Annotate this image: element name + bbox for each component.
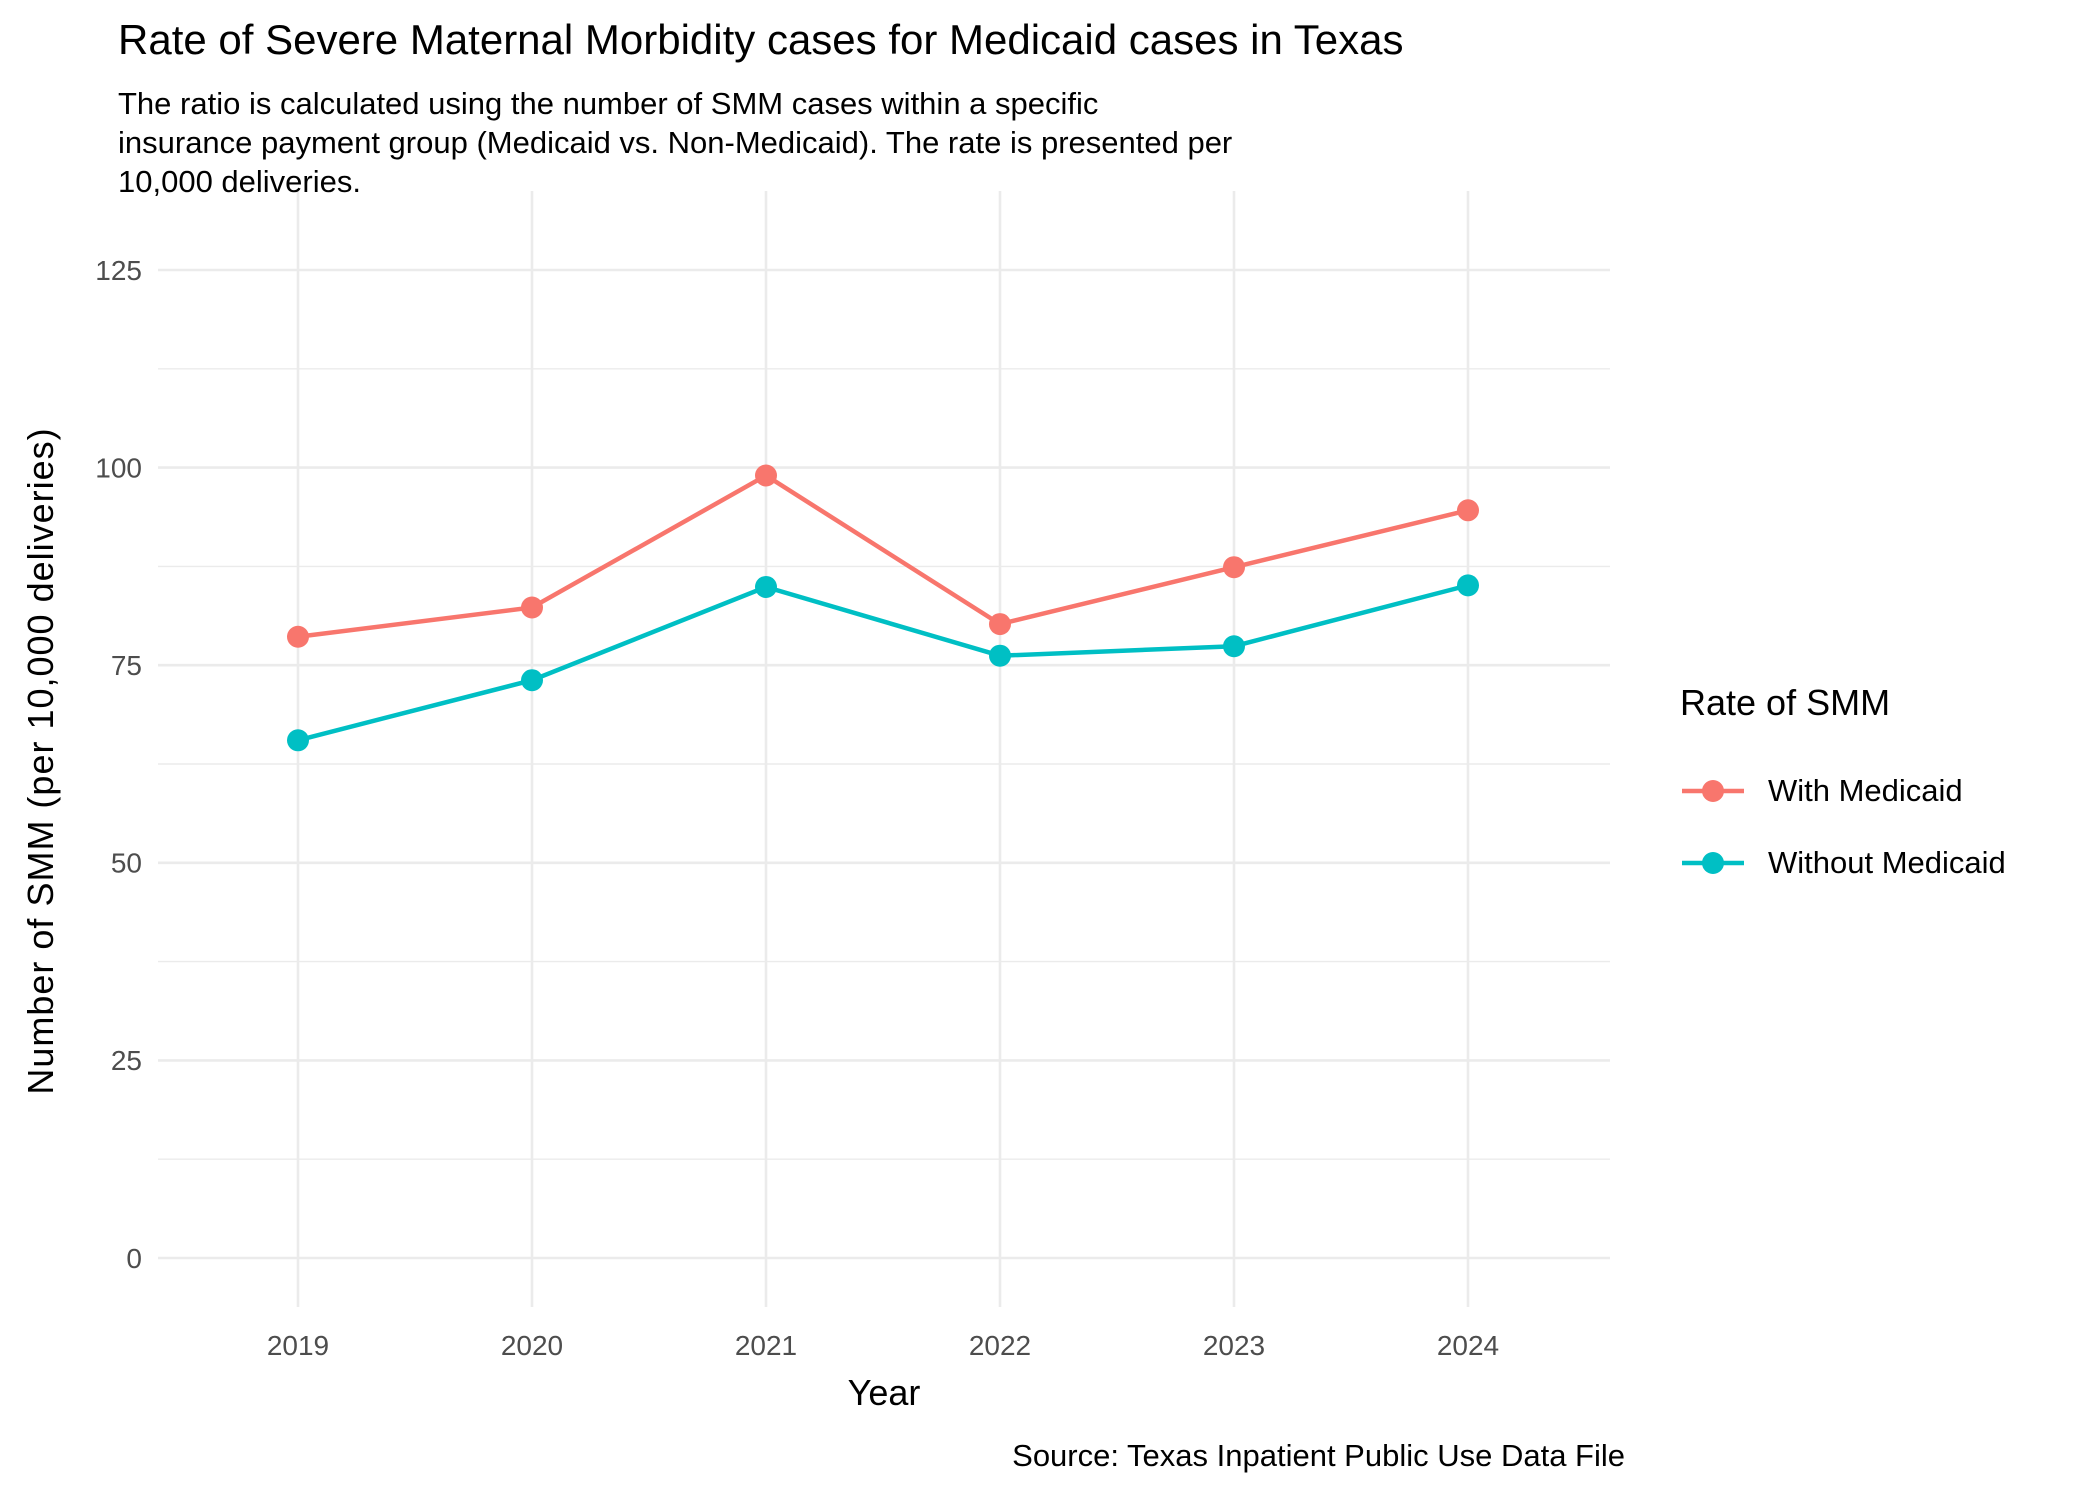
svg-text:2023: 2023 [1203,1330,1265,1361]
data-point [755,575,777,598]
y-axis-title: Number of SMM (per 10,000 deliveries) [20,427,61,1095]
data-point [989,644,1011,667]
legend-title: Rate of SMM [1680,682,1891,723]
svg-text:75: 75 [111,650,142,681]
series-with-medicaid [287,464,1479,648]
data-point [1223,635,1245,658]
data-point [521,596,543,619]
svg-text:125: 125 [95,255,142,286]
legend-key-line-dot [1682,852,1744,874]
chart-subtitle: The ratio is calculated using the number… [118,86,1233,200]
series-without-medicaid [287,574,1479,752]
data-point [1457,574,1479,597]
x-axis-title: Year [847,1372,921,1413]
data-point [1223,556,1245,579]
svg-text:2022: 2022 [969,1330,1031,1361]
source-caption: Source: Texas Inpatient Public Use Data … [1012,1438,1625,1473]
svg-text:0: 0 [126,1243,142,1274]
svg-text:2020: 2020 [501,1330,563,1361]
y-tick-labels: 0 25 50 75 100 125 [95,255,142,1274]
svg-text:100: 100 [95,452,142,483]
svg-text:25: 25 [111,1045,142,1076]
chart-title: Rate of Severe Maternal Morbidity cases … [118,16,1404,63]
x-tick-labels: 2019 2020 2021 2022 2023 2024 [267,1330,1499,1361]
legend-label: With Medicaid [1768,773,1963,808]
data-point [287,729,309,752]
legend-label: Without Medicaid [1768,845,2006,880]
legend-item-without-medicaid: Without Medicaid [1680,840,2080,886]
svg-text:2021: 2021 [735,1330,797,1361]
data-point [755,464,777,487]
legend: Rate of SMM With Medicaid Without Medica… [1680,682,2080,912]
major-gridlines [158,191,1610,1307]
svg-text:2024: 2024 [1437,1330,1499,1361]
data-point [521,669,543,692]
svg-text:50: 50 [111,848,142,879]
data-point [287,625,309,648]
data-point [1457,499,1479,522]
minor-gridlines [158,368,1610,1160]
legend-key-line-dot [1682,780,1744,802]
legend-item-with-medicaid: With Medicaid [1680,768,2080,814]
data-point [989,613,1011,636]
svg-text:2019: 2019 [267,1330,329,1361]
